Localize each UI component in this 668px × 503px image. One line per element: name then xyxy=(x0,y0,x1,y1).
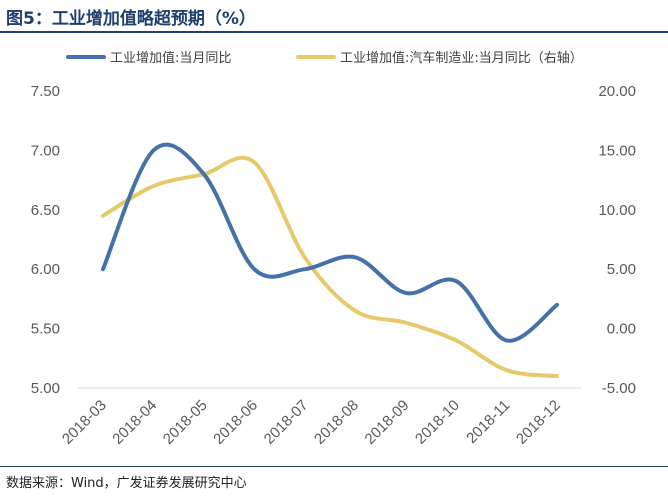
title-divider xyxy=(0,31,668,33)
x-tick-label: 2018-09 xyxy=(362,397,413,448)
x-tick-label: 2018-06 xyxy=(210,397,261,448)
series-line-industrial-output xyxy=(101,142,559,343)
y-right-tick-label: 15.00 xyxy=(598,142,636,159)
y-left-tick-label: 7.50 xyxy=(31,83,60,100)
x-tick-label: 2018-08 xyxy=(311,397,362,448)
x-tick-label: 2018-03 xyxy=(59,397,110,448)
y-right-tick-label: 20.00 xyxy=(598,83,636,100)
title-bar: 图5：工业增加值略超预期（%） xyxy=(0,0,668,34)
y-left-tick-label: 6.00 xyxy=(31,261,60,278)
y-right-tick-label: 10.00 xyxy=(598,202,636,219)
y-right-tick-label: -5.00 xyxy=(602,380,636,397)
x-tick-label: 2018-04 xyxy=(109,397,160,448)
x-tick-label: 2018-10 xyxy=(412,397,463,448)
y-right-tick-label: 5.00 xyxy=(607,261,636,278)
legend-label: 工业增加值:当月同比 xyxy=(110,50,231,66)
y-right-tick-label: 0.00 xyxy=(607,321,636,338)
series-line-auto-manufacturing xyxy=(101,155,559,379)
y-left-tick-label: 5.50 xyxy=(31,321,60,338)
x-tick-label: 2018-07 xyxy=(261,397,312,448)
x-tick-label: 2018-12 xyxy=(513,397,564,448)
y-left-tick-label: 7.00 xyxy=(31,142,60,159)
chart-title: 图5：工业增加值略超预期（%） xyxy=(6,9,256,29)
source-note: 数据来源：Wind，广发证券发展研究中心 xyxy=(6,476,247,491)
legend-label: 工业增加值:汽车制造业:当月同比（右轴） xyxy=(340,50,583,66)
x-tick-label: 2018-11 xyxy=(463,397,513,447)
y-left-tick-label: 6.50 xyxy=(31,202,60,219)
y-left-tick-label: 5.00 xyxy=(31,380,60,397)
x-tick-label: 2018-05 xyxy=(160,397,211,448)
source-divider xyxy=(0,466,668,467)
